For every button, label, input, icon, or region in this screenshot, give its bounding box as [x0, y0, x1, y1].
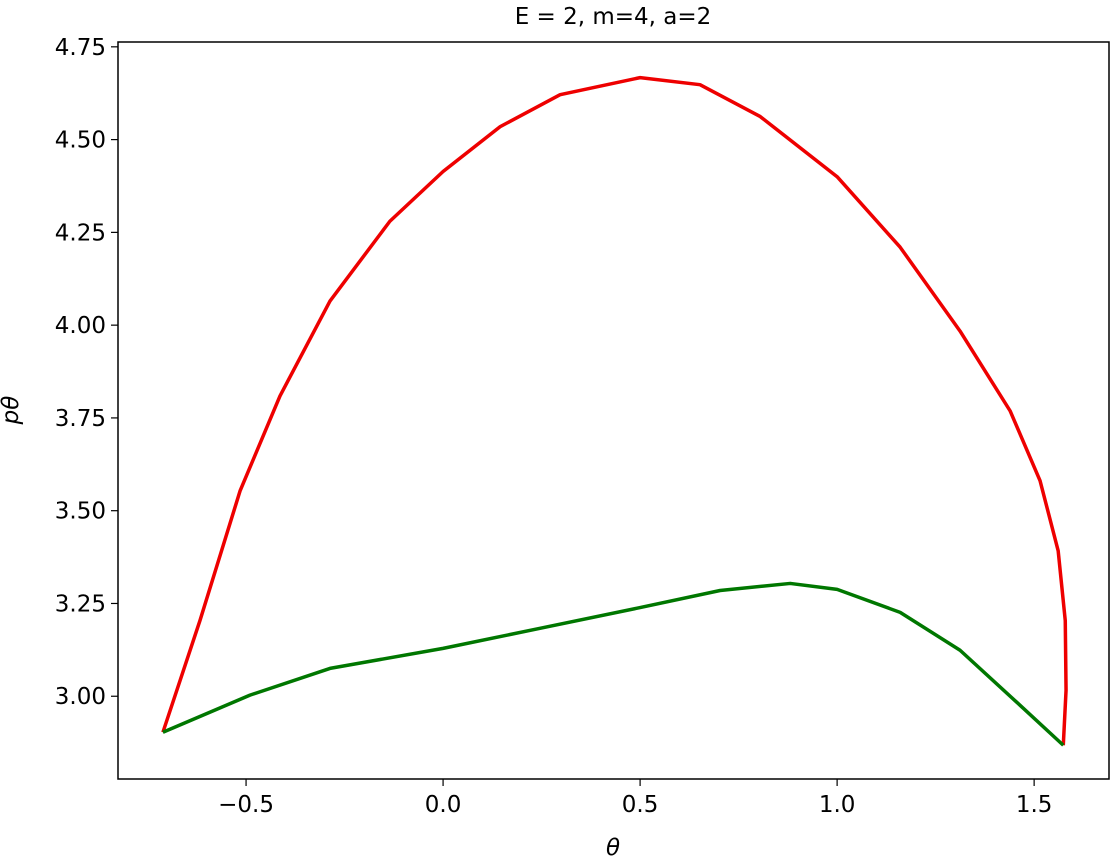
y-tick-label: 3.00 [55, 684, 106, 710]
y-tick-label: 3.25 [55, 591, 106, 617]
x-tick-label: 1.0 [819, 792, 856, 818]
x-axis-label: θ [606, 835, 620, 860]
y-tick-label: 3.50 [55, 499, 106, 525]
x-tick-label: 1.5 [1016, 792, 1053, 818]
y-tick-label: 4.75 [55, 35, 106, 61]
y-tick-label: 3.75 [55, 406, 106, 432]
data-line [161, 75, 1068, 746]
y-tick-label: 4.25 [55, 220, 106, 246]
data-line [162, 581, 1065, 747]
x-tick-label: −0.5 [218, 792, 274, 818]
y-tick-label: 4.50 [55, 128, 106, 154]
x-tick-label: 0.0 [425, 792, 462, 818]
plot-frame [117, 41, 1110, 780]
y-axis-label: pθ [0, 396, 24, 426]
chart-title: E = 2, m=4, a=2 [515, 4, 712, 30]
x-tick-label: 0.5 [622, 792, 659, 818]
y-tick-label: 4.00 [55, 313, 106, 339]
